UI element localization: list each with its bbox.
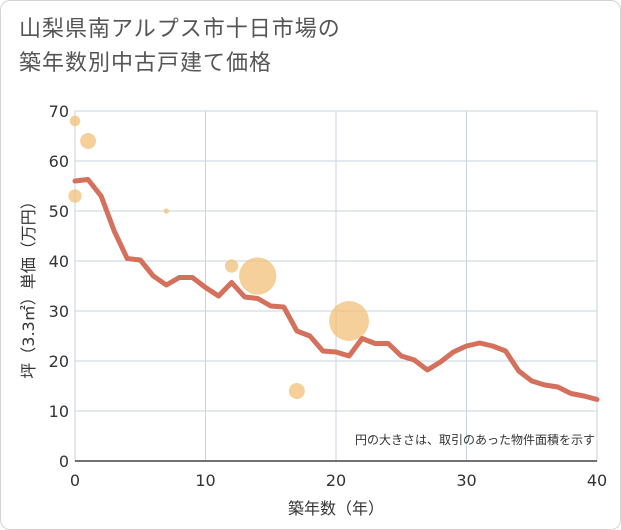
y-tick-label: 50 — [49, 202, 69, 221]
y-tick-label: 30 — [49, 302, 69, 321]
grid — [74, 110, 598, 462]
y-tick-label: 20 — [49, 352, 69, 371]
x-tick-label: 0 — [70, 471, 80, 490]
bubble-point — [163, 208, 170, 214]
bubble-point — [224, 259, 239, 273]
chart-title: 山梨県南アルプス市十日市場の 築年数別中古戸建て価格 — [19, 13, 341, 81]
y-axis-label: 坪（3.3㎡）単価（万円） — [19, 193, 38, 378]
y-tick-label: 70 — [49, 102, 69, 121]
bubble-point — [80, 133, 97, 149]
x-tick-label: 10 — [195, 471, 215, 490]
x-tick-label: 40 — [587, 471, 607, 490]
x-axis-label: 築年数（年） — [288, 499, 384, 518]
bubble-series — [68, 115, 369, 399]
x-tick-label: 30 — [456, 471, 476, 490]
chart-title-line-1: 山梨県南アルプス市十日市場の — [19, 17, 341, 42]
x-tick-label: 20 — [326, 471, 346, 490]
y-tick-label: 40 — [49, 252, 69, 271]
y-tick-label: 10 — [49, 402, 69, 421]
bubble-point — [68, 189, 82, 203]
bubble-point — [239, 257, 277, 295]
tick-labels: 0 10 20 30 40 50 60 70 0 10 20 30 40 — [49, 102, 608, 490]
bubble-size-note: 円の大きさは、取引のあった物件面積を示す — [355, 432, 595, 447]
chart-title-line-2: 築年数別中古戸建て価格 — [19, 51, 273, 76]
price-line — [72, 177, 600, 402]
y-tick-label: 60 — [49, 152, 69, 171]
bubble-point — [288, 383, 305, 399]
bubble-point — [329, 301, 369, 341]
y-tick-label: 0 — [59, 452, 69, 471]
bubble-point — [69, 115, 81, 127]
